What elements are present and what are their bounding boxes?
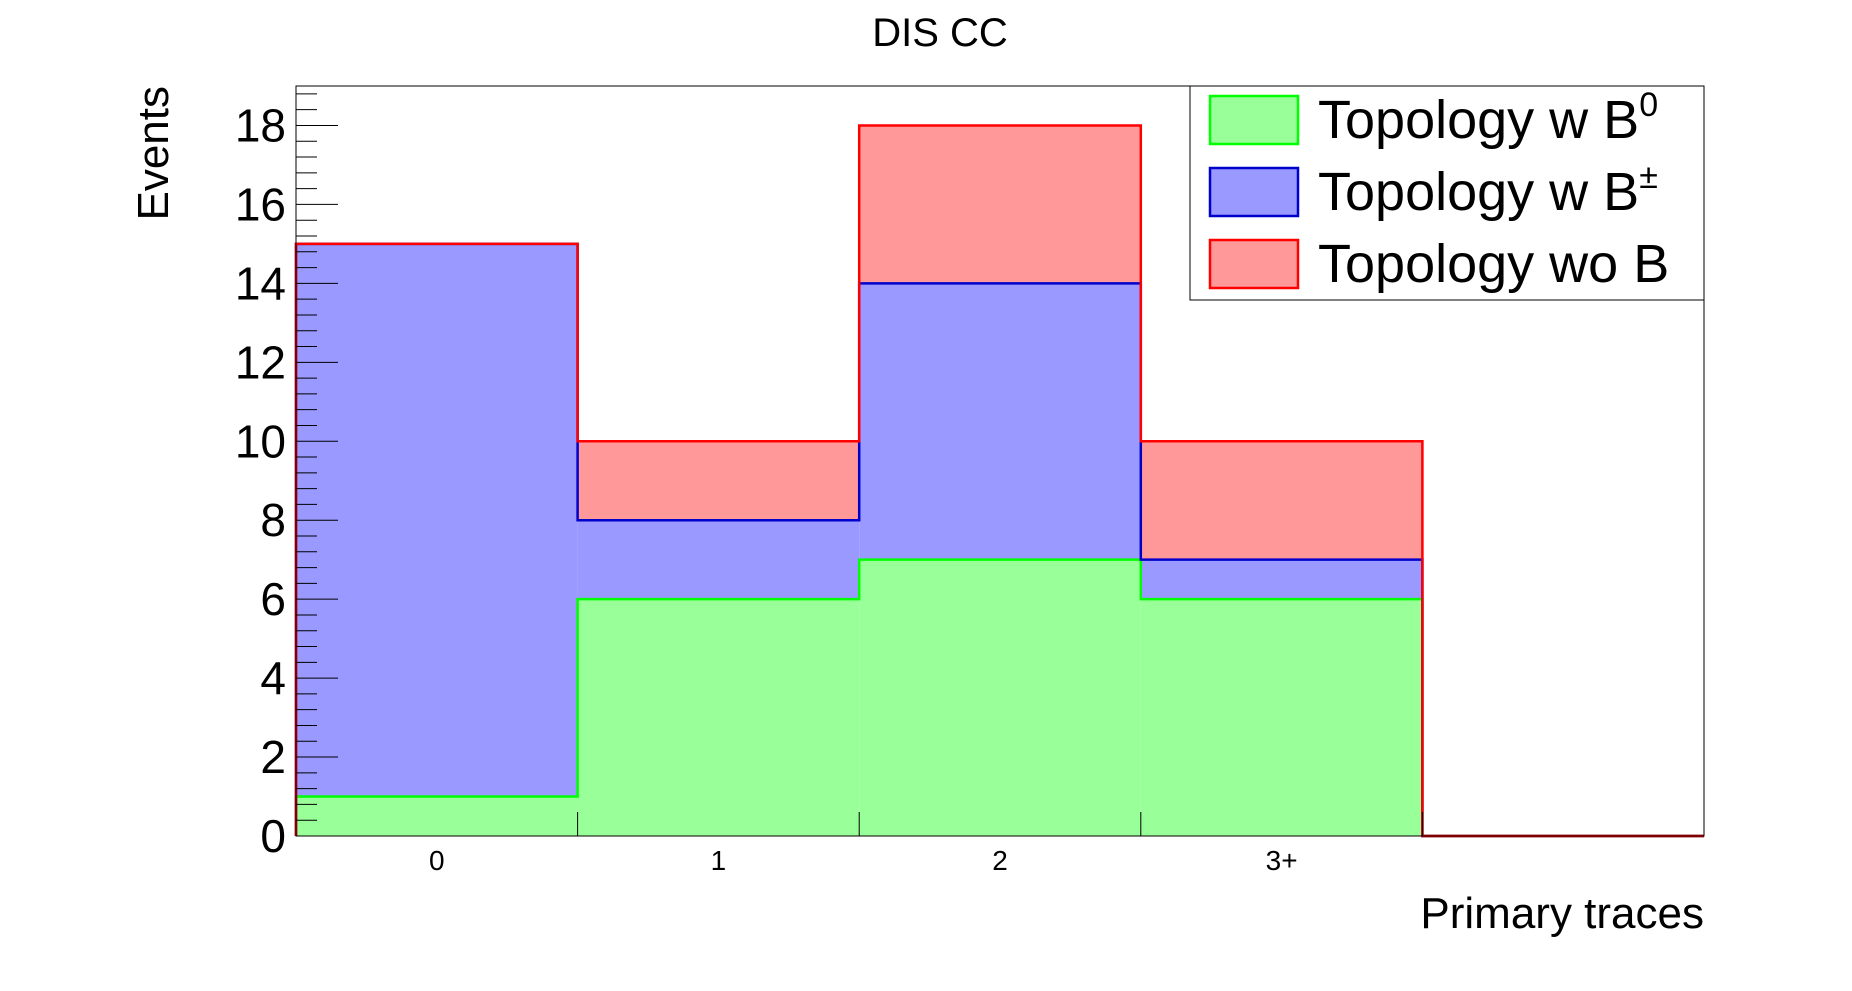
series-0 [296, 559, 1423, 836]
y-axis-label: Events [129, 86, 178, 221]
x-tick-label: 1 [711, 845, 727, 876]
y-tick-label: 14 [235, 257, 286, 309]
bars-layer [294, 124, 1704, 838]
y-tick-label: 4 [260, 652, 286, 704]
legend-swatch-0 [1208, 94, 1300, 146]
bar-series-0-bin-1 [577, 599, 860, 836]
series-1 [296, 243, 1423, 797]
x-tick-label: 3+ [1266, 845, 1298, 876]
y-tick-label: 16 [235, 178, 286, 230]
y-tick-label: 2 [260, 731, 286, 783]
bar-series-1-bin-3 [1140, 559, 1423, 600]
y-tick-label: 6 [260, 573, 286, 625]
bar-series-0-bin-0 [296, 796, 578, 836]
series-outline-2 [294, 124, 1704, 838]
legend-swatch-1 [1208, 166, 1300, 218]
y-tick-label: 10 [235, 415, 286, 467]
bar-series-0-bin-2 [859, 559, 1141, 836]
x-tick-label: 2 [992, 845, 1008, 876]
legend-swatch-2 [1208, 238, 1300, 290]
y-tick-label: 18 [235, 99, 286, 151]
x-axis-label: Primary traces [1420, 889, 1704, 938]
legend-entry-0: Topology w B0 [1318, 86, 1658, 150]
y-tick-label: 12 [235, 336, 286, 388]
y-tick-label: 8 [260, 494, 286, 546]
bar-series-1-bin-1 [577, 520, 860, 600]
y-tick-label: 0 [260, 810, 286, 862]
bar-series-2-bin-2 [859, 125, 1141, 284]
bar-series-1-bin-2 [859, 283, 1141, 560]
bar-series-0-bin-3 [1140, 599, 1423, 836]
x-tick-label: 0 [429, 845, 445, 876]
bar-series-2-bin-1 [577, 441, 860, 521]
legend: Topology w B0 Topology w B± Topology wo B [1189, 85, 1705, 301]
series-2 [577, 125, 1423, 560]
bar-series-1-bin-0 [296, 243, 578, 797]
legend-entry-1: Topology w B± [1318, 158, 1658, 222]
legend-entry-2: Topology wo B [1318, 234, 1669, 294]
chart-title: DIS CC [872, 11, 1008, 55]
bar-series-2-bin-3 [1140, 441, 1423, 560]
